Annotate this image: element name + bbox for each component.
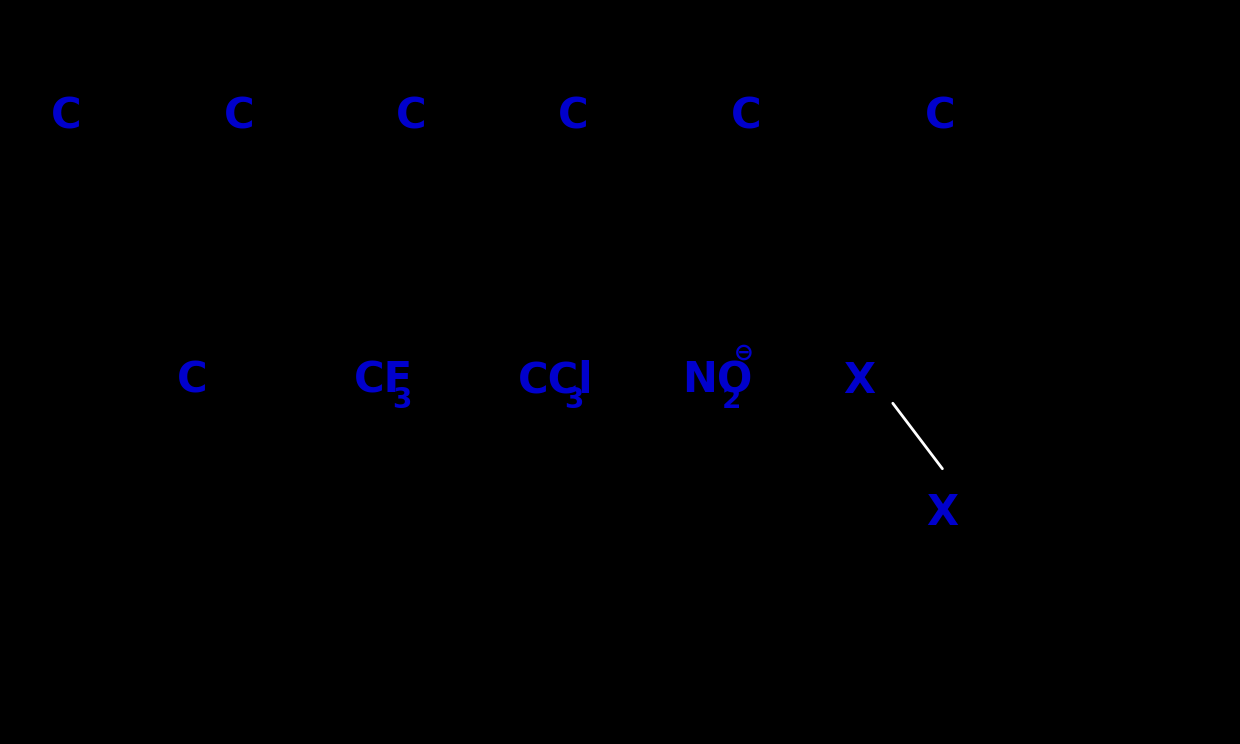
Text: C: C xyxy=(51,96,81,138)
Text: NO: NO xyxy=(682,360,753,402)
Text: 3: 3 xyxy=(392,385,412,414)
Text: C: C xyxy=(224,96,254,138)
Text: C: C xyxy=(558,96,588,138)
Text: X: X xyxy=(926,493,959,534)
Text: CCl: CCl xyxy=(518,360,594,402)
Text: ⊖: ⊖ xyxy=(734,341,754,365)
Text: C: C xyxy=(925,96,955,138)
Text: C: C xyxy=(177,360,207,402)
Text: C: C xyxy=(397,96,427,138)
Text: C: C xyxy=(732,96,761,138)
Text: 2: 2 xyxy=(722,385,742,414)
Text: X: X xyxy=(843,360,875,402)
Text: CF: CF xyxy=(353,360,413,402)
Text: 3: 3 xyxy=(564,385,584,414)
